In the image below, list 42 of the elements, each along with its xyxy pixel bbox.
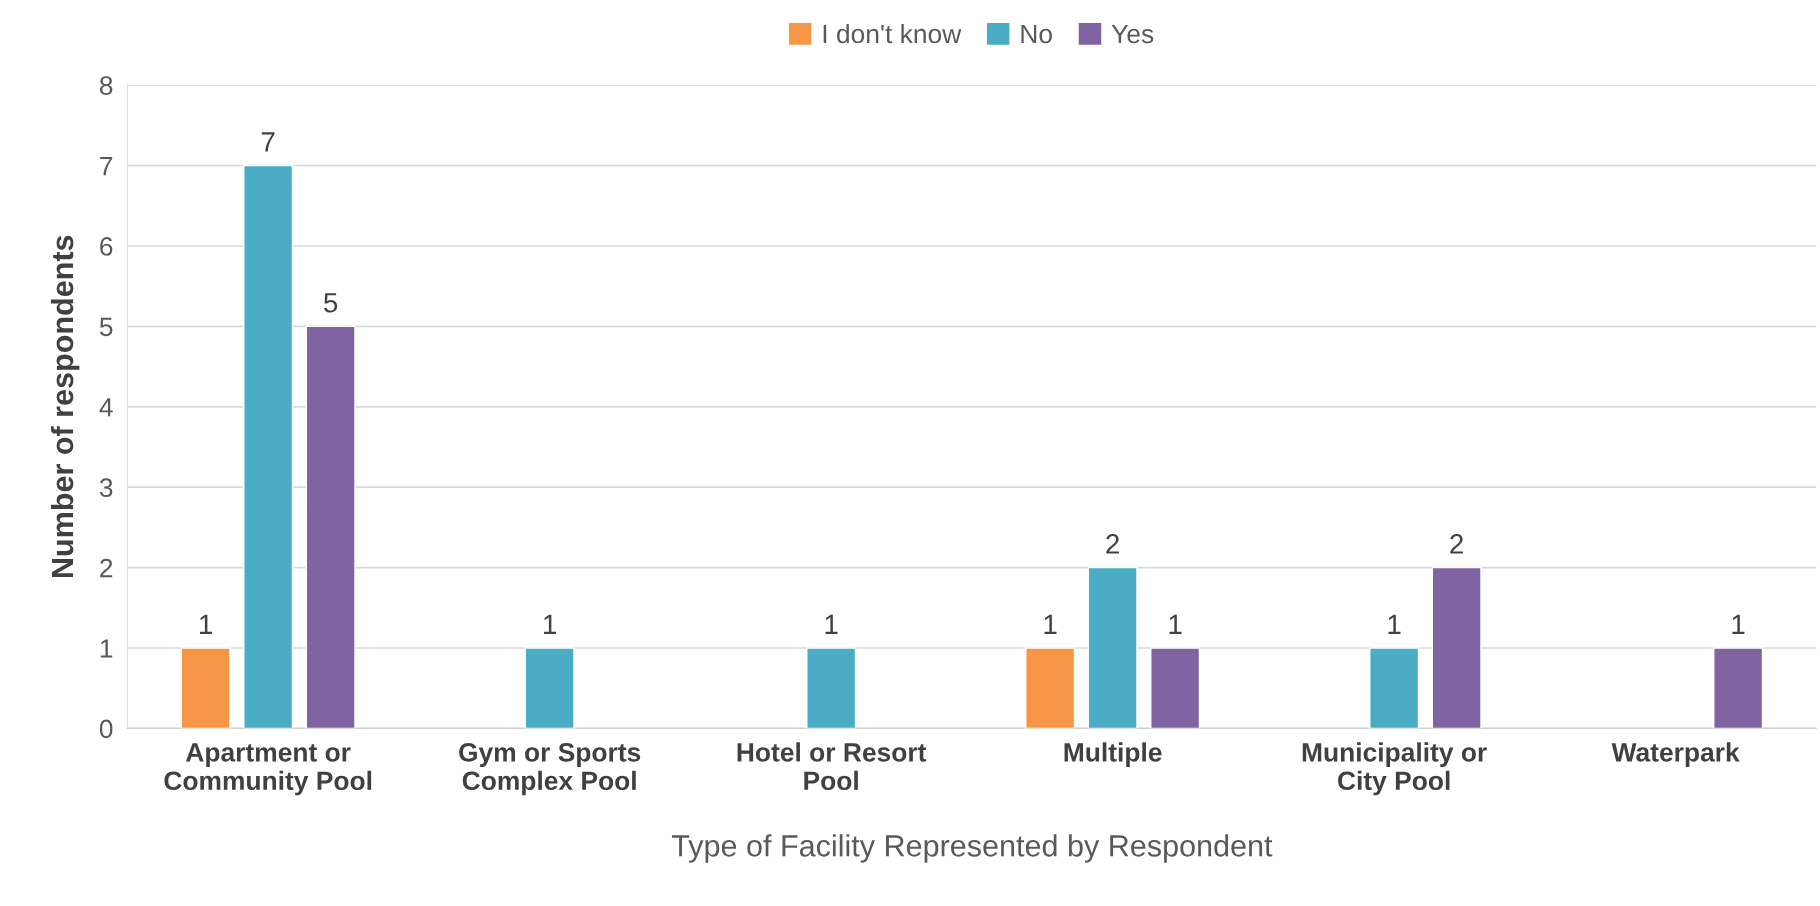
data-label: 1 [825,614,838,634]
bar [243,164,294,729]
legend-label: No [1021,24,1052,44]
data-label: 1 [200,614,213,634]
bar [1150,647,1201,729]
data-label: 2 [1106,534,1119,554]
y-axis-title: Number of respondents [50,235,80,578]
y-tick-label: 8 [99,76,113,95]
data-label: 5 [324,293,338,313]
data-label: 1 [1732,614,1745,634]
y-tick-label: 4 [99,398,113,417]
y-tick-label: 5 [99,317,113,337]
bar [1431,566,1482,729]
x-tick-label: Municipality or City Pool [1302,742,1487,796]
y-tick-label: 6 [100,237,113,256]
y-tick-label: 2 [100,558,113,578]
legend-label: Yes [1111,24,1154,44]
x-tick-label: Multiple [1064,742,1162,767]
y-tick-label: 7 [100,156,113,176]
bar [524,647,575,729]
legend-label: I don't know [823,23,962,44]
x-axis-title: Type of Facility Represented by Respondent [671,834,1273,863]
bar [1025,647,1076,729]
data-label: 2 [1450,534,1463,554]
y-tick-label: 1 [100,639,113,658]
x-tick-label: Waterpark [1611,742,1740,767]
data-label: 1 [1169,614,1182,634]
y-tick-label: 3 [99,478,113,498]
bar [180,647,231,729]
x-tick-label: Hotel or Resort Pool [737,742,927,791]
bar [305,325,356,729]
data-label: 7 [261,132,275,152]
bar [1369,647,1420,729]
data-label: 1 [1388,614,1401,634]
y-tick-label: 0 [99,719,113,739]
x-tick-label: Apartment or Community Pool [164,743,372,796]
bar [1713,647,1764,729]
data-label: 1 [1044,614,1057,634]
bar [806,647,857,729]
data-label: 1 [544,614,557,634]
bar [1087,566,1138,729]
x-tick-label: Gym or Sports Complex Pool [459,743,641,796]
